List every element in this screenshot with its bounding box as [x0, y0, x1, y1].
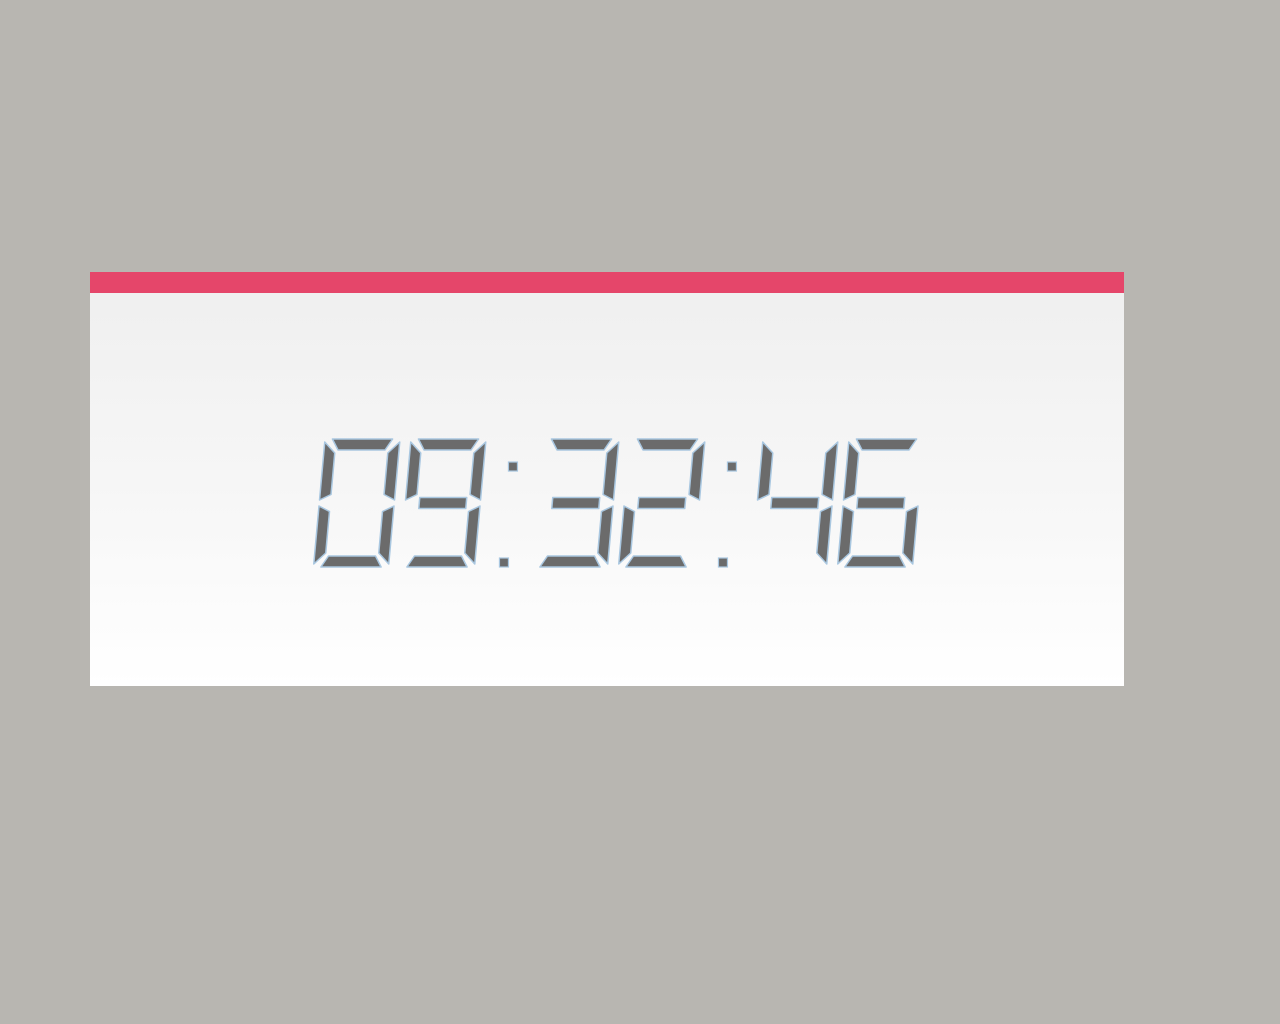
- segment-d: [625, 555, 687, 568]
- segment-a: [855, 438, 918, 451]
- clock-time-readout: [313, 438, 919, 568]
- segment-b: [602, 441, 620, 501]
- clock-digit-1: [313, 438, 401, 568]
- colon-dot-top: [507, 461, 519, 472]
- segment-f: [842, 441, 860, 501]
- segment-d: [844, 555, 906, 568]
- segment-c: [902, 505, 919, 565]
- segment-g: [551, 496, 601, 510]
- clock-digit-6: [837, 438, 919, 568]
- segment-c: [378, 505, 395, 565]
- clock-accent-bar: [90, 272, 1124, 293]
- segment-a: [417, 438, 480, 451]
- segment-e: [313, 505, 331, 565]
- digital-clock-widget: [90, 272, 1124, 686]
- segment-b: [688, 441, 706, 501]
- clock-digit-3: [539, 438, 620, 568]
- segment-a: [331, 438, 394, 451]
- segment-b: [383, 441, 401, 501]
- segment-f: [318, 441, 336, 501]
- clock-digit-5: [756, 441, 839, 565]
- segment-g: [418, 496, 468, 510]
- colon-dot-top: [726, 461, 738, 472]
- segment-d: [406, 555, 468, 568]
- segment-d: [539, 555, 601, 568]
- segment-d: [320, 555, 382, 568]
- segment-c: [597, 505, 614, 565]
- segment-e: [837, 505, 855, 565]
- segment-a: [550, 438, 613, 451]
- segment-a: [636, 438, 699, 451]
- clock-colon-1: [498, 461, 519, 568]
- clock-digit-4: [618, 438, 706, 568]
- colon-dot-bottom: [498, 557, 510, 568]
- colon-dot-bottom: [717, 557, 729, 568]
- clock-display: [90, 293, 1124, 686]
- segment-c: [464, 505, 481, 565]
- segment-b: [469, 441, 487, 501]
- segment-b: [821, 441, 839, 501]
- segment-f: [756, 441, 774, 501]
- segment-c: [816, 505, 833, 565]
- segment-g: [770, 496, 820, 510]
- clock-colon-2: [717, 461, 738, 568]
- clock-digit-2: [404, 438, 487, 568]
- segment-g: [856, 496, 906, 510]
- segment-f: [404, 441, 422, 501]
- segment-g: [637, 496, 687, 510]
- segment-e: [618, 505, 636, 565]
